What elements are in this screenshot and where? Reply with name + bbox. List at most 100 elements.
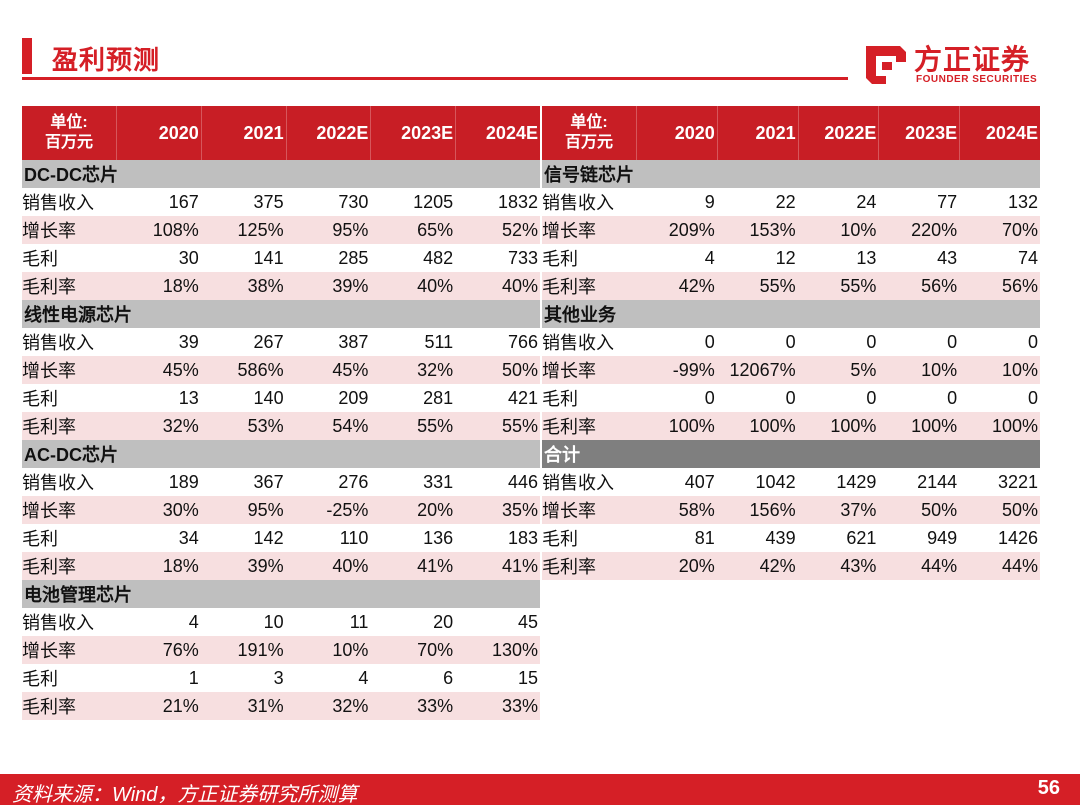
value-cell: 421 [507,387,538,408]
value-cell: 32% [332,695,369,716]
value-cell: 140 [253,387,284,408]
value-cell: 39% [247,555,284,576]
unit-label: 单位: [570,114,608,131]
value-cell: 40% [332,555,369,576]
value-cell: 35% [501,499,538,520]
value-cell: 33% [501,695,538,716]
value-cell: 0 [785,387,796,408]
value-cell: -25% [326,499,369,520]
value-cell: 1426 [997,527,1038,548]
table-row: 增长率 45% 586% 45% 32% 50% [22,356,540,384]
section-header: DC-DC芯片 [22,160,540,188]
value-cell: 153% [749,219,796,240]
value-cell: 142 [253,527,284,548]
section-header: 合计 [542,440,1040,468]
value-cell: 13 [178,387,199,408]
value-cell: 6 [443,667,454,688]
value-cell: 100% [830,415,877,436]
value-cell: 3221 [997,471,1038,492]
row-label: 销售收入 [542,333,614,353]
table-header-row: 单位: 百万元 2020 2021 2022E 2023E 2024E [22,106,540,160]
value-cell: 4 [358,667,369,688]
value-cell: 1 [188,667,199,688]
forecast-table-right: 单位: 百万元 2020 2021 2022E 2023E 2024E 信号链芯片 销售收入 9 2… [542,106,1040,580]
value-cell: 209 [338,387,369,408]
value-cell: 446 [507,471,538,492]
value-cell: 21% [162,695,199,716]
year-header-cell: 2022E [285,106,371,160]
value-cell: 1205 [413,191,454,212]
row-label: 毛利 [22,389,58,409]
value-cell: 267 [253,331,284,352]
row-label: 增长率 [542,361,596,381]
row-label: 增长率 [22,221,76,241]
table-row: 销售收入 4 10 11 20 45 [22,608,540,636]
row-label: 毛利 [22,669,58,689]
value-cell: 439 [765,527,796,548]
table-row: 销售收入 0 0 0 0 0 [542,328,1040,356]
value-cell: 1429 [836,471,877,492]
table-row: 增长率 -99% 12067% 5% 10% 10% [542,356,1040,384]
value-cell: 766 [507,331,538,352]
value-cell: 0 [1027,331,1038,352]
row-label: 增长率 [22,361,76,381]
value-cell: 167 [168,191,199,212]
title-accent-bar [22,38,32,74]
value-cell: 621 [846,527,877,548]
value-cell: 65% [417,219,454,240]
logo-chinese-name: 方正证券 [914,44,1031,75]
section-header: 信号链芯片 [542,160,1040,188]
value-cell: 10 [263,611,284,632]
value-cell: 0 [785,331,796,352]
value-cell: 41% [417,555,454,576]
founder-logo-icon [866,46,906,84]
value-cell: 12 [775,247,796,268]
value-cell: 4 [188,611,199,632]
company-logo: 方正证券 FOUNDER SECURITIES [862,38,1052,88]
value-cell: 3 [273,667,284,688]
value-cell: 733 [507,247,538,268]
value-cell: 45 [517,611,538,632]
year-header-cell: 2021 [200,106,286,160]
year-header-cell: 2021 [716,106,798,160]
value-cell: 367 [253,471,284,492]
value-cell: 10% [921,359,958,380]
table-row: 毛利 30 141 285 482 733 [22,244,540,272]
table-row: 毛利 81 439 621 949 1426 [542,524,1040,552]
row-label: 销售收入 [22,333,94,353]
value-cell: 52% [501,219,538,240]
value-cell: 40% [417,275,454,296]
unit-header-cell: 单位: 百万元 [542,106,636,160]
title-divider [22,77,848,80]
value-cell: 12067% [729,359,796,380]
value-cell: 33% [417,695,454,716]
value-cell: 11 [349,611,369,632]
table-row: 增长率 209% 153% 10% 220% 70% [542,216,1040,244]
row-label: 毛利率 [22,557,76,577]
table-row: 毛利率 32% 53% 54% 55% 55% [22,412,540,440]
value-cell: 125% [237,219,284,240]
value-cell: -99% [672,359,715,380]
value-cell: 53% [247,415,284,436]
table-row: 销售收入 189 367 276 331 446 [22,468,540,496]
value-cell: 45% [162,359,199,380]
section-header: 线性电源芯片 [22,300,540,328]
value-cell: 281 [423,387,454,408]
table-row: 毛利率 100% 100% 100% 100% 100% [542,412,1040,440]
year-header-cell: 2023E [878,106,959,160]
row-label: 销售收入 [22,193,94,213]
value-cell: 13 [856,247,877,268]
row-label: 毛利率 [22,697,76,717]
value-cell: 95% [247,499,284,520]
row-label: 毛利率 [542,557,596,577]
value-cell: 949 [927,527,958,548]
table-row: 毛利率 42% 55% 55% 56% 56% [542,272,1040,300]
value-cell: 9 [704,191,715,212]
row-label: 毛利 [542,389,578,409]
value-cell: 56% [1001,275,1038,296]
table-row: 销售收入 167 375 730 1205 1832 [22,188,540,216]
value-cell: 45% [332,359,369,380]
value-cell: 1832 [497,191,538,212]
value-cell: 276 [338,471,369,492]
row-label: 毛利 [542,529,578,549]
